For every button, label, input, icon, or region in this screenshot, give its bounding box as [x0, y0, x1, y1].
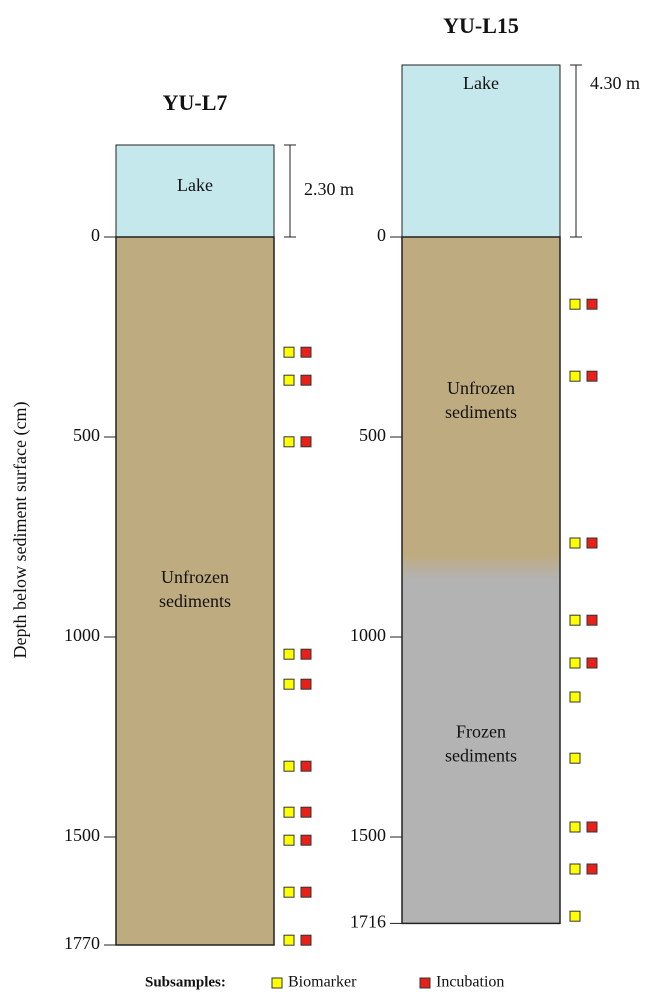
sample-marker: [569, 752, 581, 764]
legend-title: Subsamples:: [145, 974, 226, 990]
sample-marker: [586, 370, 598, 382]
tick-label: 1000: [350, 625, 386, 645]
lake: [115, 144, 275, 238]
tick-label: 1000: [64, 625, 100, 645]
tick-label: 500: [359, 425, 386, 445]
water-depth-label: 2.30 m: [304, 179, 354, 199]
core-title: YU-L15: [443, 13, 519, 38]
sample-marker: [283, 806, 295, 818]
legend-swatch: [271, 977, 283, 989]
core-title: YU-L7: [163, 90, 228, 115]
sample-marker: [586, 614, 598, 626]
sample-marker: [569, 910, 581, 922]
tick-label: 0: [377, 225, 386, 245]
sediment-unit: [116, 237, 274, 945]
sample-marker: [569, 370, 581, 382]
lake-label: Lake: [177, 175, 213, 195]
sediment-unit: [402, 237, 560, 567]
tick-label: 1770: [64, 933, 100, 953]
sample-marker: [569, 691, 581, 703]
sample-marker: [283, 648, 295, 660]
sample-marker: [300, 678, 312, 690]
axis-label: Depth below sediment surface (cm): [10, 402, 31, 659]
sample-marker: [300, 346, 312, 358]
sample-marker: [283, 934, 295, 946]
legend-label: Biomarker: [288, 974, 357, 991]
sample-marker: [300, 934, 312, 946]
core-outline: [115, 236, 275, 946]
sample-marker: [300, 806, 312, 818]
transition: [402, 555, 560, 579]
water-depth-label: 4.30 m: [590, 73, 640, 93]
unit-label: sediments: [159, 591, 231, 611]
sample-marker: [283, 346, 295, 358]
sample-marker: [569, 614, 581, 626]
legend-swatch: [419, 977, 431, 989]
legend-label: Incubation: [436, 974, 504, 991]
unit-label: Frozen: [456, 721, 506, 741]
sample-marker: [586, 537, 598, 549]
unit-label: sediments: [445, 402, 517, 422]
sediment-unit: [402, 567, 560, 924]
sample-marker: [569, 298, 581, 310]
sample-marker: [300, 436, 312, 448]
unit-label: Unfrozen: [161, 567, 229, 587]
tick-label: 0: [91, 225, 100, 245]
sample-marker: [283, 436, 295, 448]
sample-marker: [300, 886, 312, 898]
lake: [401, 64, 561, 238]
tick-label: 1716: [350, 912, 386, 932]
sample-marker: [300, 760, 312, 772]
sample-marker: [586, 298, 598, 310]
sample-marker: [300, 374, 312, 386]
sample-marker: [569, 863, 581, 875]
sample-marker: [569, 821, 581, 833]
tick-label: 1500: [64, 825, 100, 845]
sample-marker: [283, 678, 295, 690]
core-outline: [401, 236, 561, 925]
sample-marker: [586, 821, 598, 833]
sample-marker: [283, 374, 295, 386]
lake-label: Lake: [463, 73, 499, 93]
tick-label: 500: [73, 425, 100, 445]
sample-marker: [283, 834, 295, 846]
unit-label: sediments: [445, 745, 517, 765]
sample-marker: [300, 648, 312, 660]
sample-marker: [300, 834, 312, 846]
sample-marker: [569, 537, 581, 549]
sample-marker: [586, 657, 598, 669]
sample-marker: [283, 760, 295, 772]
sample-marker: [569, 657, 581, 669]
sample-marker: [283, 886, 295, 898]
unit-label: Unfrozen: [447, 378, 515, 398]
sample-marker: [586, 863, 598, 875]
tick-label: 1500: [350, 825, 386, 845]
